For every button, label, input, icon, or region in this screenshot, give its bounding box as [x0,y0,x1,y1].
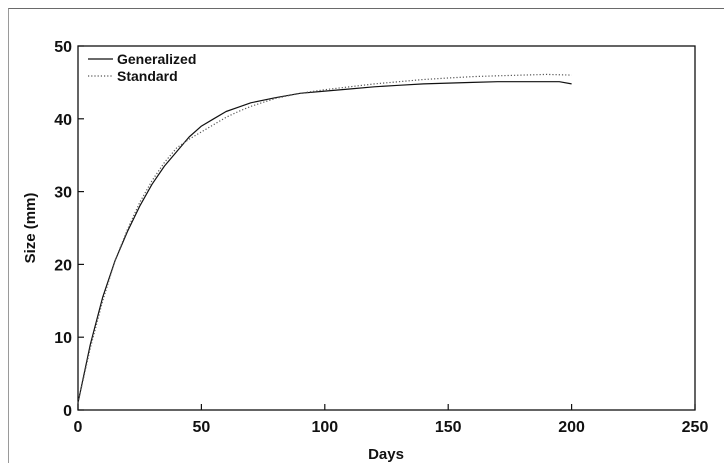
figure-frame [8,8,724,463]
x-axis-title: Days [368,446,404,463]
y-axis-title: Size (mm) [22,193,39,264]
legend-label-standard: Standard [117,68,178,84]
legend: Generalized Standard [88,51,196,84]
x-tick-label: 0 [74,419,83,436]
y-tick-label: 10 [54,330,72,347]
series-line-generalized [77,81,572,403]
ticks-layer: 0 50 100 150 200 250 0 10 20 30 40 50 [54,39,708,436]
y-tick-label: 50 [54,39,72,56]
x-tick-label: 50 [193,419,211,436]
x-tick-label: 250 [682,419,709,436]
x-tick-label: 100 [311,419,338,436]
y-tick-label: 30 [54,185,72,202]
x-tick-label: 150 [435,419,462,436]
series-line-standard [77,73,572,403]
series-layer [77,73,572,403]
plot-area-frame [77,45,696,411]
legend-label-generalized: Generalized [117,51,196,67]
y-tick-label: 40 [54,112,72,129]
y-tick-label: 0 [63,403,72,420]
x-tick-label: 200 [558,419,585,436]
y-tick-label: 20 [54,257,72,274]
